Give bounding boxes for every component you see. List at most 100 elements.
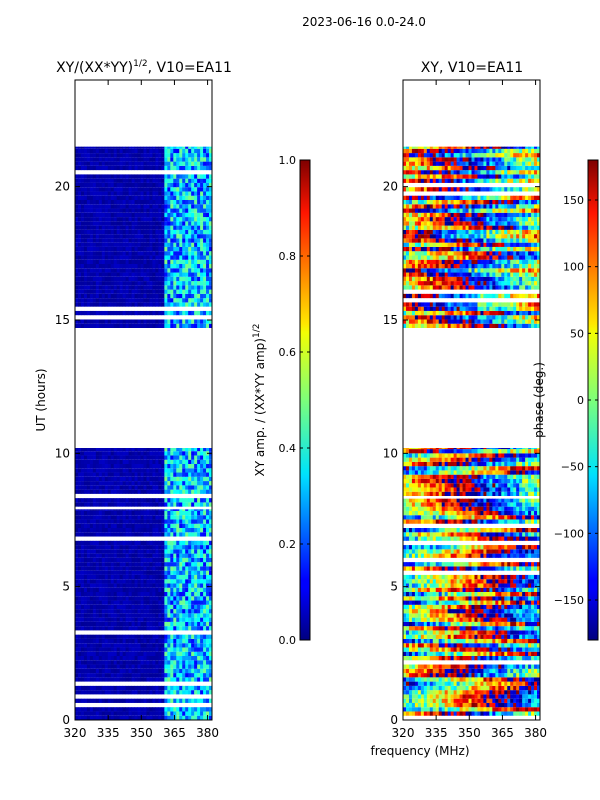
amplitude-heatmap-cell xyxy=(131,165,135,171)
amplitude-heatmap-cell xyxy=(140,264,144,269)
amplitude-heatmap-cell xyxy=(173,285,177,290)
amplitude-heatmap-cell xyxy=(107,157,112,162)
amplitude-heatmap-cell xyxy=(182,566,186,571)
amplitude-heatmap-cell xyxy=(92,285,97,290)
amplitude-heatmap-cell xyxy=(119,600,124,605)
amplitude-heatmap-cell xyxy=(125,668,130,674)
amplitude-heatmap-cell xyxy=(113,613,118,618)
amplitude-heatmap-cell xyxy=(137,579,141,584)
amplitude-heatmap-cell xyxy=(194,459,198,464)
amplitude-heatmap-cell xyxy=(104,285,109,290)
amplitude-heatmap-cell xyxy=(188,229,192,235)
amplitude-heatmap-cell xyxy=(116,178,121,183)
amplitude-heatmap-cell xyxy=(119,242,124,247)
amplitude-heatmap-cell xyxy=(179,229,183,235)
amplitude-heatmap-cell xyxy=(188,221,192,226)
amplitude-heatmap-cell xyxy=(125,502,130,507)
amplitude-heatmap-cell xyxy=(206,302,210,307)
amplitude-heatmap-cell xyxy=(140,498,144,503)
amplitude-heatmap-cell xyxy=(134,323,138,328)
amplitude-heatmap-cell xyxy=(209,146,213,149)
amplitude-panel-title: XY/(XX*YY)1/2, V10=EA11 xyxy=(56,59,232,76)
amplitude-heatmap-cell xyxy=(86,174,91,179)
amplitude-heatmap-cell xyxy=(173,528,177,533)
amplitude-heatmap-cell xyxy=(98,234,103,239)
amplitude-heatmap-cell xyxy=(206,251,210,256)
amplitude-heatmap-cell xyxy=(101,502,106,507)
phase-heatmap-cell xyxy=(420,690,425,695)
amplitude-heatmap-cell xyxy=(113,690,118,695)
amplitude-heatmap-cell xyxy=(203,647,207,652)
amplitude-heatmap-cell xyxy=(158,276,162,282)
amplitude-heatmap-cell xyxy=(110,255,115,260)
amplitude-heatmap-cell xyxy=(134,302,138,307)
amplitude-heatmap-cell xyxy=(119,204,124,209)
amplitude-heatmap-cell xyxy=(110,200,115,205)
amplitude-heatmap-cell xyxy=(158,553,162,558)
amplitude-heatmap-cell xyxy=(122,455,127,460)
phase-heatmap-cell xyxy=(531,690,535,695)
amplitude-heatmap-cell xyxy=(110,268,115,273)
amplitude-heatmap-cell xyxy=(176,481,180,486)
amplitude-heatmap-cell xyxy=(155,251,159,256)
amplitude-heatmap-cell xyxy=(110,455,115,460)
amplitude-heatmap-cell xyxy=(182,238,186,243)
amplitude-heatmap-cell xyxy=(104,515,109,520)
amplitude-heatmap-cell xyxy=(77,664,82,669)
amplitude-heatmap-cell xyxy=(116,566,121,571)
phase-heatmap-cell xyxy=(435,702,440,708)
phase-heatmap-cell xyxy=(432,702,437,708)
amplitude-heatmap-cell xyxy=(125,562,130,567)
amplitude-heatmap-cell xyxy=(128,217,132,222)
amplitude-heatmap-cell xyxy=(155,195,159,200)
amplitude-heatmap-cell xyxy=(125,187,130,192)
amplitude-heatmap-cell xyxy=(134,298,138,303)
amplitude-heatmap-cell xyxy=(209,600,213,605)
amplitude-heatmap-cell xyxy=(188,251,192,256)
amplitude-heatmap-cell xyxy=(107,276,112,282)
phase-heatmap-cell xyxy=(408,707,413,712)
amplitude-heatmap-cell xyxy=(92,660,97,665)
amplitude-heatmap-cell xyxy=(191,626,195,631)
amplitude-heatmap-cell xyxy=(173,204,177,209)
amplitude-heatmap-cell xyxy=(77,481,82,486)
amplitude-heatmap-cell xyxy=(197,161,201,166)
amplitude-heatmap-cell xyxy=(173,255,177,260)
amplitude-heatmap-cell xyxy=(149,323,153,328)
amplitude-heatmap-cell xyxy=(95,272,100,277)
amplitude-heatmap-cell xyxy=(188,464,192,469)
amplitude-heatmap-cell xyxy=(110,592,115,597)
amplitude-heatmap-cell xyxy=(83,660,88,665)
amplitude-heatmap-cell xyxy=(95,553,100,558)
amplitude-heatmap-cell xyxy=(119,200,124,205)
amplitude-heatmap-cell xyxy=(107,165,112,171)
amplitude-heatmap-cell xyxy=(89,509,94,511)
amplitude-heatmap-cell xyxy=(101,711,106,716)
amplitude-heatmap-cell xyxy=(113,285,118,290)
phase-heatmap-cell xyxy=(447,694,452,699)
amplitude-heatmap-cell xyxy=(200,574,204,580)
amplitude-heatmap-cell xyxy=(188,485,192,490)
phase-heatmap-cell xyxy=(459,690,463,695)
amplitude-heatmap-cell xyxy=(185,323,189,328)
amplitude-heatmap-cell xyxy=(185,298,189,303)
amplitude-heatmap-cell xyxy=(77,498,82,503)
amplitude-heatmap-cell xyxy=(200,519,204,524)
amplitude-heatmap-cell xyxy=(155,221,159,226)
amplitude-heatmap-cell xyxy=(89,711,94,716)
amplitude-heatmap-cell xyxy=(164,208,168,213)
amplitude-heatmap-cell xyxy=(158,532,162,537)
amplitude-heatmap-cell xyxy=(107,711,112,716)
amplitude-heatmap-cell xyxy=(104,540,109,546)
amplitude-heatmap-cell xyxy=(131,532,135,537)
amplitude-heatmap-cell xyxy=(209,664,213,669)
amplitude-heatmap-cell xyxy=(89,656,94,661)
amplitude-heatmap-cell xyxy=(176,293,180,299)
amplitude-heatmap-cell xyxy=(161,212,165,218)
amplitude-heatmap-cell xyxy=(137,664,141,669)
phase-heatmap-cell xyxy=(456,681,460,686)
amplitude-heatmap-cell xyxy=(95,319,100,324)
phase-heatmap-cell xyxy=(534,707,538,712)
amplitude-heatmap-cell xyxy=(197,485,201,490)
amplitude-heatmap-cell xyxy=(152,451,156,456)
